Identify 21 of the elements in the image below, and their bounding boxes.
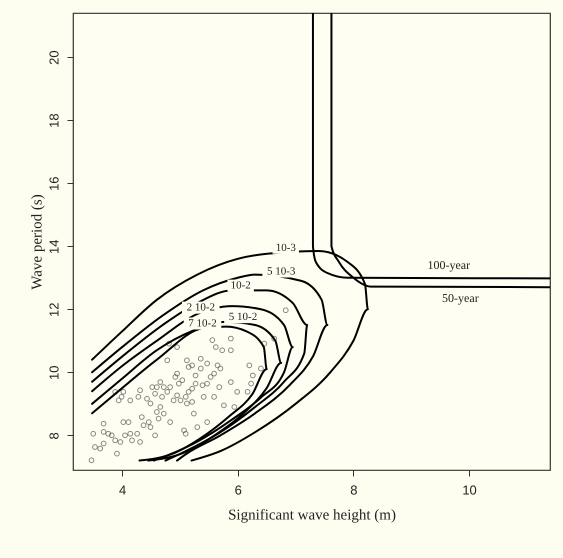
x-tick-label: 4 <box>119 482 126 498</box>
x-tick-label: 8 <box>350 482 358 498</box>
series-label: 100-year <box>427 258 470 272</box>
y-tick-label: 10 <box>46 366 62 380</box>
annotation: 5 10-2 <box>228 311 258 324</box>
y-tick-label: 18 <box>46 113 62 128</box>
annotation: 10-3 <box>276 242 296 254</box>
annotation: 7 10-2 <box>188 317 217 330</box>
annotation: 5 10-3 <box>266 265 296 278</box>
series-label: 50-year <box>442 290 479 305</box>
x-tick-label: 6 <box>234 482 242 498</box>
y-tick-label: 20 <box>46 50 62 65</box>
y-tick-label: 8 <box>46 432 62 440</box>
x-tick-label: 10 <box>462 482 477 498</box>
y-axis-title: Wave period (s) <box>30 194 46 290</box>
annotation: 2 10-2 <box>186 302 215 314</box>
annotation: 10-2 <box>230 280 251 292</box>
y-tick-label: 12 <box>46 302 62 317</box>
y-tick-label: 16 <box>46 176 62 191</box>
x-axis-title: Significant wave height (m) <box>228 508 396 524</box>
y-tick-label: 14 <box>46 239 62 254</box>
